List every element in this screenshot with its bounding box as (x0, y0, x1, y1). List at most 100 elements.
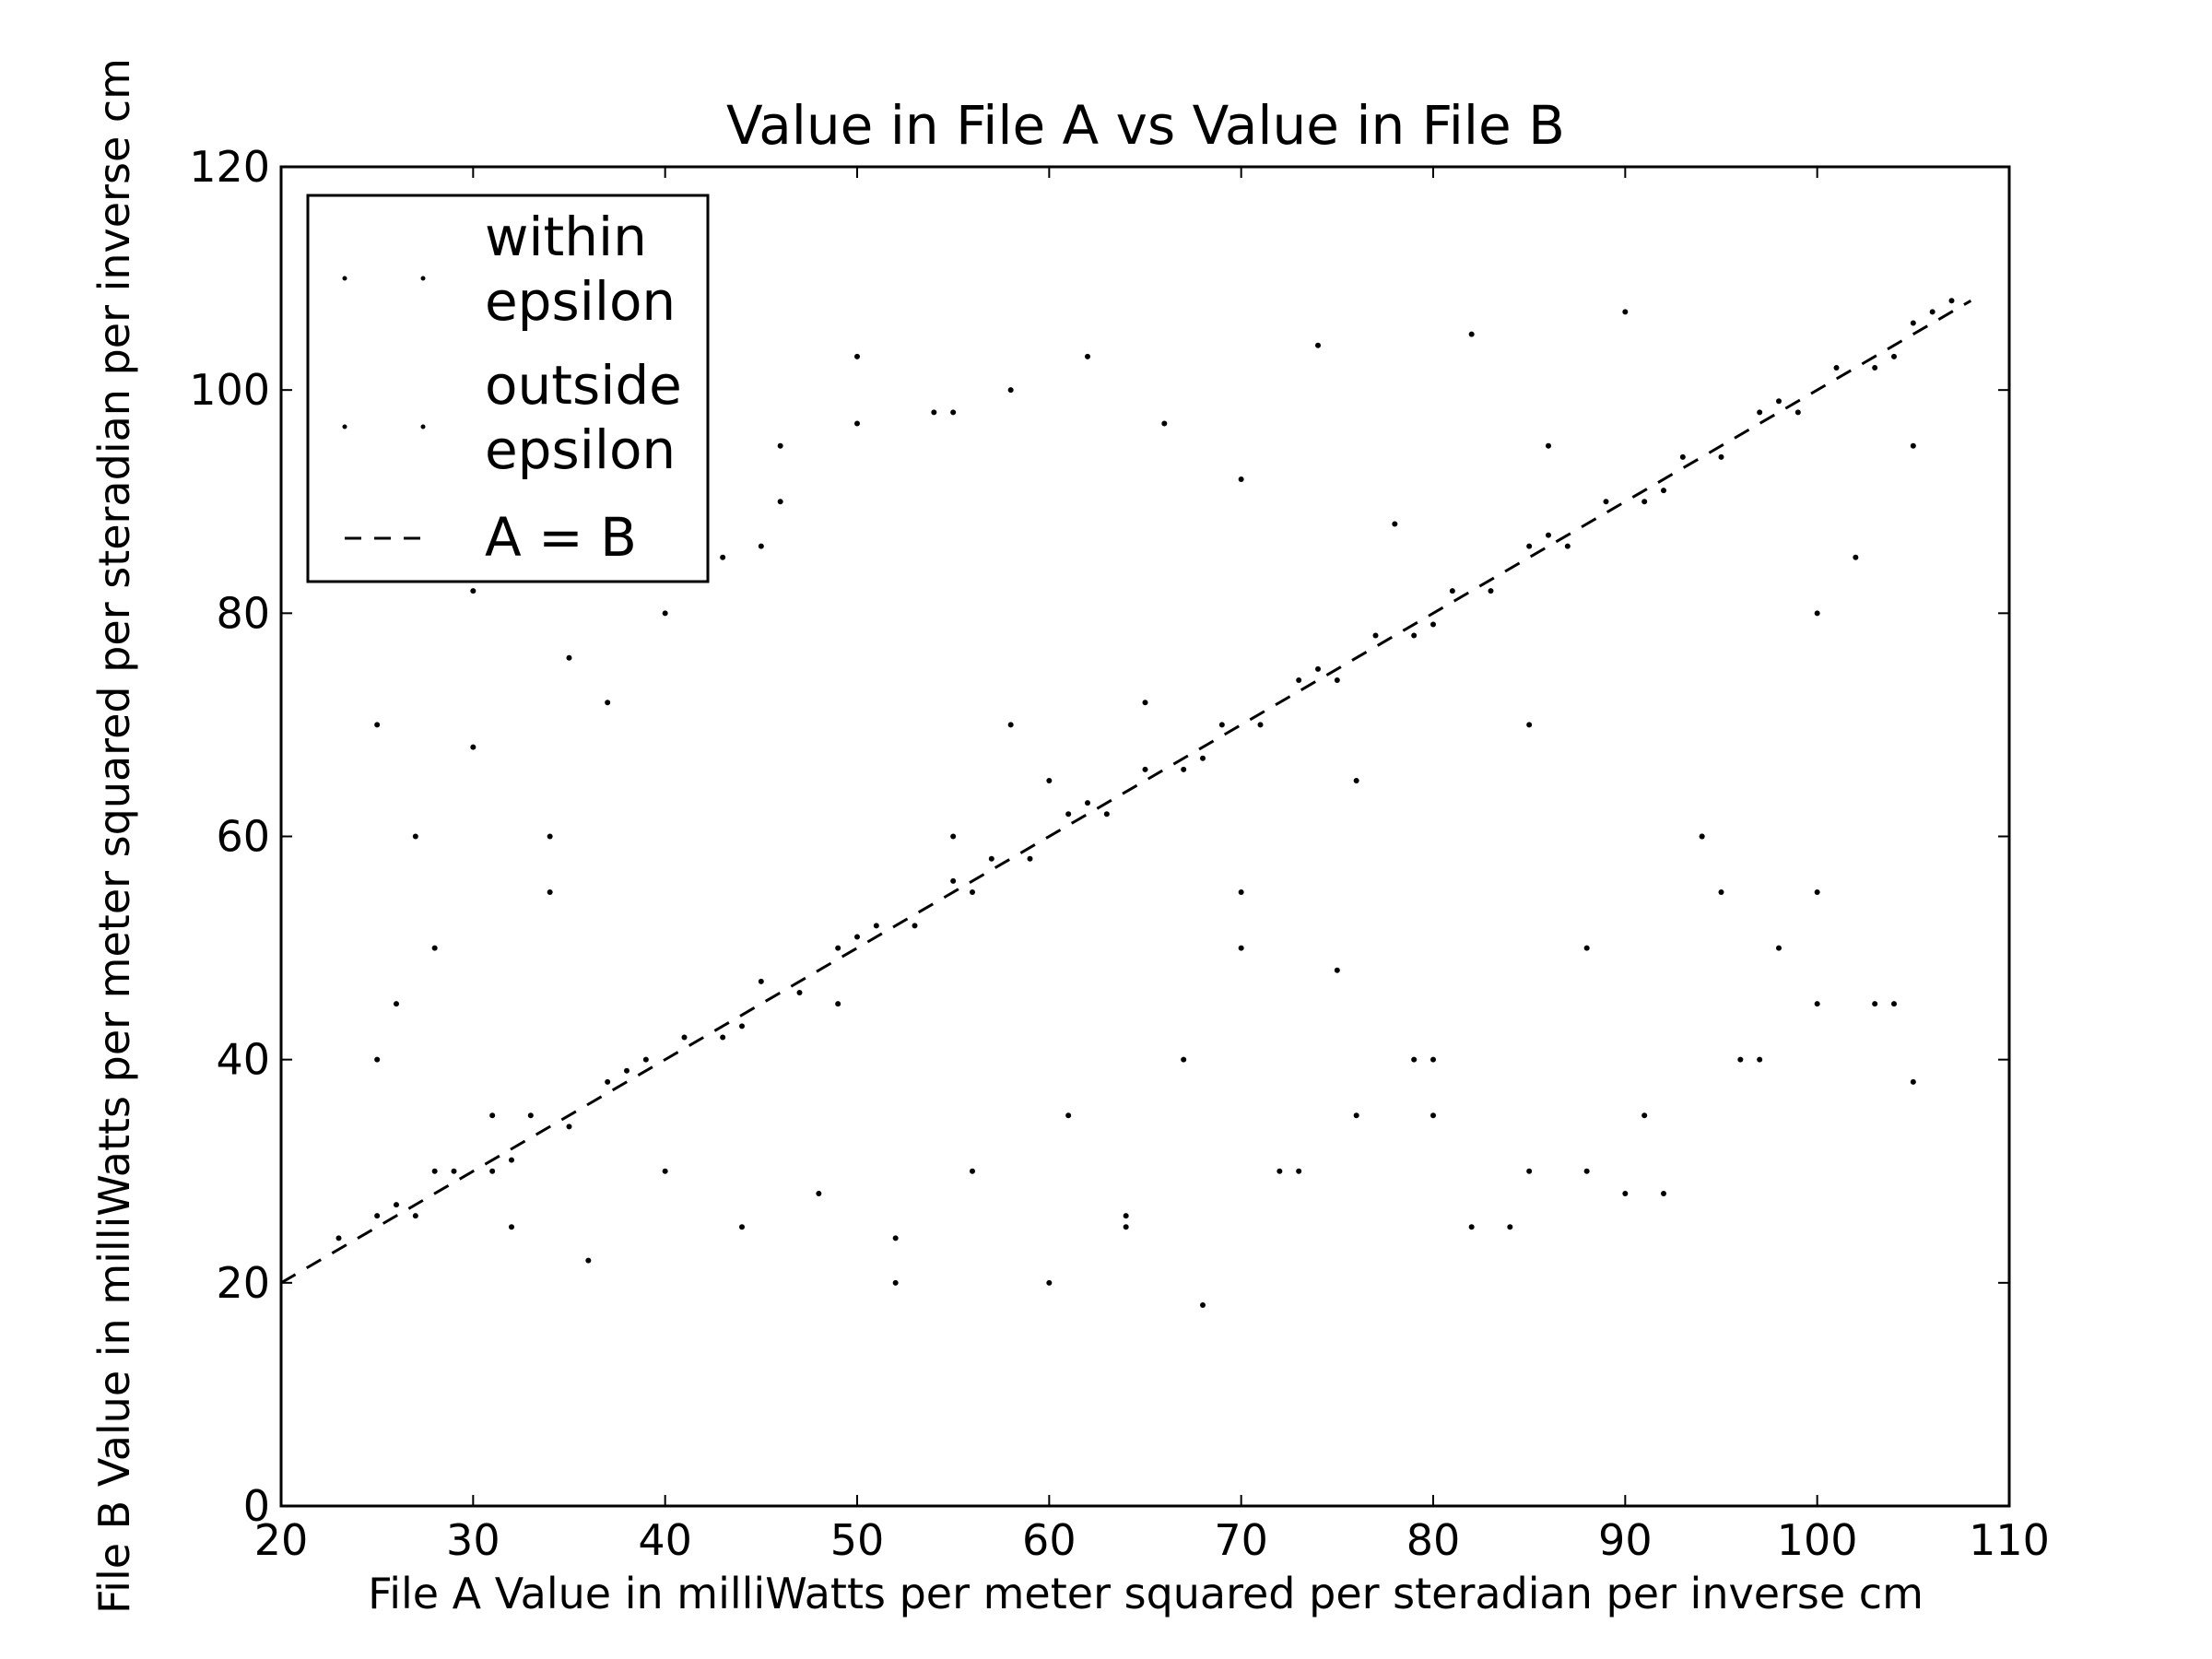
point (1046, 777, 1053, 783)
point (1948, 298, 1955, 304)
point (1181, 766, 1187, 772)
point (1238, 889, 1244, 896)
point (1449, 588, 1455, 594)
point (1238, 477, 1244, 483)
y-tick-label: 120 (189, 142, 270, 192)
point (1910, 320, 1916, 326)
y-tick-label: 20 (216, 1258, 270, 1308)
chart-title: Value in File A vs Value in File B (726, 94, 1565, 157)
point (1392, 521, 1398, 527)
legend-marker (420, 276, 426, 281)
point (1257, 722, 1264, 728)
point (796, 990, 803, 996)
x-tick-label: 20 (254, 1515, 309, 1565)
point (1353, 1112, 1359, 1119)
point (1065, 1112, 1072, 1119)
point (1757, 409, 1763, 416)
y-tick-label: 40 (216, 1035, 270, 1085)
point (1123, 1213, 1129, 1219)
point (1296, 1168, 1302, 1174)
point (605, 700, 611, 706)
point (739, 1224, 745, 1230)
x-axis-label: File A Value in milliWatts per meter squ… (368, 1569, 1924, 1618)
x-tick-label: 30 (446, 1515, 500, 1565)
point (470, 588, 477, 594)
point (854, 934, 860, 940)
point (1353, 777, 1359, 783)
point (1679, 453, 1686, 460)
y-axis-label: File B Value in milliWatts per meter squ… (89, 58, 139, 1614)
point (1737, 1056, 1744, 1063)
point (873, 923, 879, 929)
line (281, 300, 1972, 1285)
legend-box (306, 194, 710, 583)
point (1583, 945, 1590, 951)
point (1794, 409, 1801, 416)
point (1699, 833, 1705, 840)
point (1315, 665, 1321, 672)
point (605, 1078, 611, 1085)
point (1872, 1001, 1878, 1007)
point (527, 1112, 534, 1119)
point (489, 1168, 496, 1174)
y-tick-label: 80 (216, 588, 270, 638)
point (1853, 554, 1859, 560)
point (1200, 755, 1206, 761)
point (1430, 1056, 1436, 1063)
point (642, 1056, 649, 1063)
point (1296, 677, 1302, 683)
y-tick-label: 0 (243, 1481, 270, 1531)
point (950, 877, 957, 884)
point (835, 1001, 841, 1007)
point (547, 833, 553, 840)
point (758, 978, 764, 984)
point (335, 1235, 342, 1241)
x-tick-label: 110 (1969, 1515, 2050, 1565)
legend-label: A = B (485, 506, 637, 569)
point (816, 1190, 822, 1196)
point (412, 833, 418, 840)
point (1142, 766, 1148, 772)
point (1334, 967, 1340, 973)
point (394, 1001, 399, 1007)
point (394, 1202, 399, 1208)
x-tick-label: 60 (1022, 1515, 1077, 1565)
point (374, 722, 381, 728)
point (1123, 1224, 1129, 1230)
point (1546, 532, 1551, 538)
point (1603, 499, 1609, 505)
point (1718, 889, 1724, 896)
point (509, 1224, 514, 1230)
point (489, 1112, 496, 1119)
point (1776, 945, 1782, 951)
point (1468, 1224, 1475, 1230)
point (547, 889, 553, 896)
point (1411, 1056, 1418, 1063)
point (566, 654, 572, 661)
point (835, 945, 841, 951)
point (720, 1034, 726, 1041)
y-tick-label: 100 (189, 365, 270, 415)
point (739, 1023, 745, 1030)
point (1622, 309, 1629, 315)
point (1181, 1056, 1187, 1063)
point (1007, 387, 1014, 394)
point (1641, 499, 1648, 505)
point (1891, 353, 1897, 359)
point (1430, 1112, 1436, 1119)
point (431, 945, 438, 951)
point (950, 409, 957, 416)
point (1430, 621, 1436, 628)
point (970, 889, 975, 896)
point (1200, 1302, 1206, 1309)
point (1046, 1279, 1053, 1286)
point (374, 1213, 381, 1219)
point (988, 855, 994, 862)
x-tick-label: 50 (830, 1515, 885, 1565)
x-tick-label: 70 (1214, 1515, 1268, 1565)
legend-label: outside epsilon (485, 354, 682, 481)
point (1546, 442, 1551, 449)
point (662, 610, 668, 617)
